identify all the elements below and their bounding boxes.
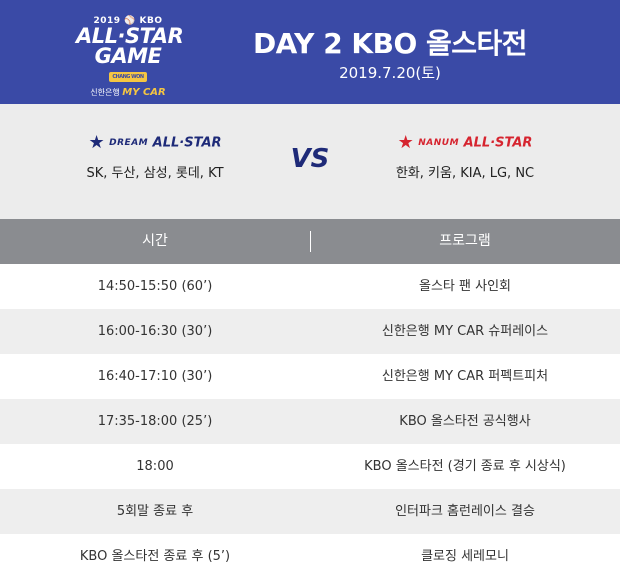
row-time: KBO 올스타전 종료 후 (5’) [79,549,231,564]
logo-sponsor-name: MY CAR [122,87,166,98]
logo-line2: GAME [94,44,162,68]
table-row: 16:40-17:10 (30’) 신한은행 MY CAR 퍼펙트피처 [0,354,620,399]
nanum-team-prefix: NANUM [418,138,460,148]
dream-team-members: SK, 두산, 삼성, 롯데, KT [86,166,224,181]
table-row: 5회말 종료 후 인터파크 홈런레이스 결승 [0,489,620,534]
row-program: 신한은행 MY CAR 슈퍼레이스 [381,324,549,339]
row-time: 16:40-17:10 (30’) [97,369,213,384]
dream-team-name: ★ DREAM ALL·STAR [45,132,265,154]
table-row: KBO 올스타전 종료 후 (5’) 클로징 세레모니 [0,534,620,579]
row-time: 18:00 [136,459,174,474]
table-row: 17:35-18:00 (25’) KBO 올스타전 공식행사 [0,399,620,444]
row-time: 5회말 종료 후 [116,504,194,519]
header-divider [310,231,311,252]
row-program: KBO 올스타전 공식행사 [399,414,531,429]
star-icon: ★ [397,132,414,153]
dream-team: ★ DREAM ALL·STAR SK, 두산, 삼성, 롯데, KT [45,132,265,181]
logo-league: KBO [139,16,163,26]
row-time: 16:00-16:30 (30’) [97,324,213,339]
table-row: 18:00 KBO 올스타전 (경기 종료 후 시상식) [0,444,620,489]
table-row: 16:00-16:30 (30’) 신한은행 MY CAR 슈퍼레이스 [0,309,620,354]
column-header-time: 시간 [142,233,168,249]
logo-line1: ALL·STAR [76,24,184,48]
dream-team-label: ALL·STAR [152,135,222,151]
baseball-icon: ⚾ [124,16,136,26]
logo-line2-wrap: GAME CHANG WON [76,46,180,86]
row-program: 신한은행 MY CAR 퍼펙트피처 [381,369,549,384]
column-header-program: 프로그램 [439,233,491,249]
row-program: 인터파크 홈런레이스 결승 [395,504,535,519]
row-program: 올스타 팬 사인회 [419,279,511,294]
nanum-team-name: ★ NANUM ALL·STAR [355,132,575,154]
table-row: 14:50-15:50 (60’) 올스타 팬 사인회 [0,264,620,309]
logo-sponsor: 신한은행 MY CAR [76,87,180,98]
allstar-game-logo: 2019 ⚾ KBO ALL·STAR GAME CHANG WON 신한은행 … [76,16,184,98]
row-program: KBO 올스타전 (경기 종료 후 시상식) [364,459,566,474]
teams-section: ★ DREAM ALL·STAR SK, 두산, 삼성, 롯데, KT VS ★… [0,104,620,219]
row-time: 17:35-18:00 (25’) [97,414,213,429]
page-title: DAY 2 KBO 올스타전 [252,27,528,60]
nanum-team-members: 한화, 키움, KIA, LG, NC [395,166,535,181]
dream-team-prefix: DREAM [109,138,149,148]
event-date: 2019.7.20(토) [339,64,441,82]
row-time: 14:50-15:50 (60’) [97,279,213,294]
logo-sponsor-prefix: 신한은행 [90,88,120,97]
star-icon: ★ [88,132,105,153]
schedule-table-body: 14:50-15:50 (60’) 올스타 팬 사인회 16:00-16:30 … [0,264,620,579]
nanum-team-label: ALL·STAR [463,135,533,151]
logo-year: 2019 [93,16,121,26]
header-banner: 2019 ⚾ KBO ALL·STAR GAME CHANG WON 신한은행 … [0,0,620,104]
schedule-table-header: 시간 프로그램 [0,219,620,264]
row-program: 클로징 세레모니 [421,549,509,564]
logo-venue: CHANG WON [109,72,147,82]
logo-year-line: 2019 ⚾ KBO [76,16,180,26]
vs-label: VS [290,144,330,174]
nanum-team: ★ NANUM ALL·STAR 한화, 키움, KIA, LG, NC [355,132,575,181]
